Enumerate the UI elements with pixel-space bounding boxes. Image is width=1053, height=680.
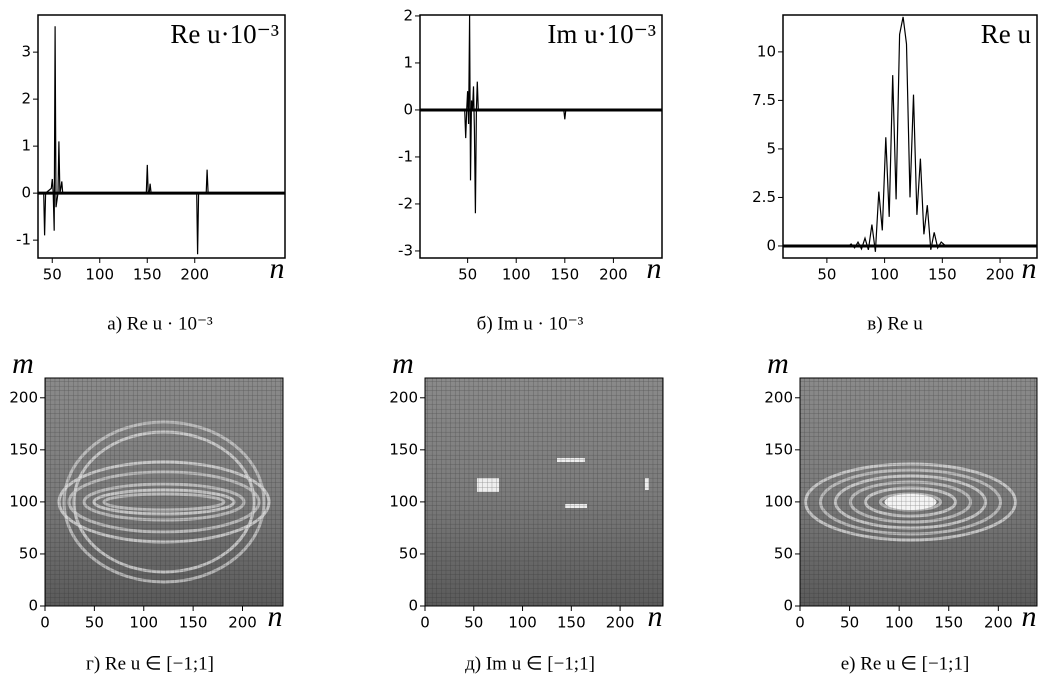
y-tick-label: 100 [9,492,38,510]
y-tick-label: 7.5 [752,91,776,109]
plot-frame [799,377,1038,607]
y-tick-label: 50 [399,544,418,562]
x-tick-label: 0 [795,614,805,632]
y-tick-label: 1 [21,137,31,155]
y-tick-label: 0 [403,100,413,118]
y-tick-label: 50 [774,544,793,562]
x-tick-label: 150 [928,266,957,284]
panel-caption: д) Im u ∈ [−1;1] [465,653,595,674]
y-tick-label: 150 [764,440,793,458]
x-tick-label: 0 [40,614,50,632]
x-tick-label: 50 [43,266,62,284]
pixel-grid [45,378,283,606]
x-tick-label: 100 [508,614,537,632]
plot-frame [424,377,664,607]
series-line [783,16,1037,252]
y-tick-label: -1 [16,231,31,249]
y-tick-label: 0 [21,184,31,202]
x-tick-label: 150 [557,614,586,632]
x-tick-label: 50 [464,614,483,632]
y-tick-label: 0 [766,236,776,254]
x-tick-label: 200 [606,614,635,632]
x-axis-label: n [1022,600,1037,633]
plot-frame [37,14,286,259]
y-tick-label: 10 [757,42,776,60]
x-axis-label: n [268,600,283,633]
y-tick-label: -1 [398,147,413,165]
plot-frame [44,377,284,607]
series-line [38,26,285,255]
x-tick-label: 100 [85,266,114,284]
heatmap-image [45,378,283,606]
x-tick-label: 150 [179,614,208,632]
x-tick-label: 50 [817,266,836,284]
pixel-grid [425,378,663,606]
x-tick-label: 200 [984,614,1013,632]
y-tick-label: 0 [28,597,38,615]
y-tick-label: 50 [19,544,38,562]
plot-frame [782,14,1038,259]
y-tick-label: 200 [389,388,418,406]
x-axis-label: n [647,252,662,285]
panel-caption: в) Re u [867,313,923,334]
x-tick-label: 50 [840,614,859,632]
plot-frame [419,14,663,259]
heatmap-image [800,378,1037,606]
y-tick-label: 2 [21,90,31,108]
y-tick-label: 2.5 [752,188,776,206]
x-tick-label: 150 [133,266,162,284]
y-axis-label: m [392,347,414,380]
y-tick-label: 2 [403,6,413,24]
x-tick-label: 200 [180,266,209,284]
x-tick-label: 150 [550,266,579,284]
y-tick-label: 3 [21,43,31,61]
x-tick-label: 50 [85,614,104,632]
x-tick-label: 50 [458,266,477,284]
x-tick-label: 200 [986,266,1015,284]
x-axis-label: n [648,600,663,633]
pixel-grid [800,378,1037,606]
y-tick-label: 5 [766,139,776,157]
panel-caption: е) Re u ∈ [−1;1] [841,653,970,674]
y-tick-label: 0 [783,597,793,615]
x-tick-label: 200 [228,614,257,632]
panel-annotation: Re u [981,19,1032,49]
y-tick-label: 100 [764,492,793,510]
x-axis-label: n [270,252,285,285]
y-tick-label: 200 [764,388,793,406]
x-tick-label: 100 [502,266,531,284]
y-tick-label: 150 [9,440,38,458]
y-tick-label: 100 [389,492,418,510]
y-tick-label: 150 [389,440,418,458]
panel-caption: б) Im u · 10⁻³ [477,313,584,334]
y-axis-label: m [12,347,34,380]
panel-caption: а) Re u · 10⁻³ [107,313,213,334]
panel-annotation: Im u·10⁻³ [547,19,656,49]
y-tick-label: -3 [398,241,413,259]
x-axis-label: n [1022,252,1037,285]
x-tick-label: 200 [599,266,628,284]
y-tick-label: -2 [398,194,413,212]
x-tick-label: 150 [934,614,963,632]
heatmap-image [425,378,663,606]
y-tick-label: 200 [9,388,38,406]
x-tick-label: 100 [870,266,899,284]
x-tick-label: 100 [129,614,158,632]
x-tick-label: 100 [885,614,914,632]
y-axis-label: m [767,347,789,380]
panel-caption: г) Re u ∈ [−1;1] [86,653,214,674]
panel-annotation: Re u·10⁻³ [170,19,279,49]
series-line [420,14,662,214]
y-tick-label: 0 [408,597,418,615]
x-tick-label: 0 [420,614,430,632]
y-tick-label: 1 [403,53,413,71]
